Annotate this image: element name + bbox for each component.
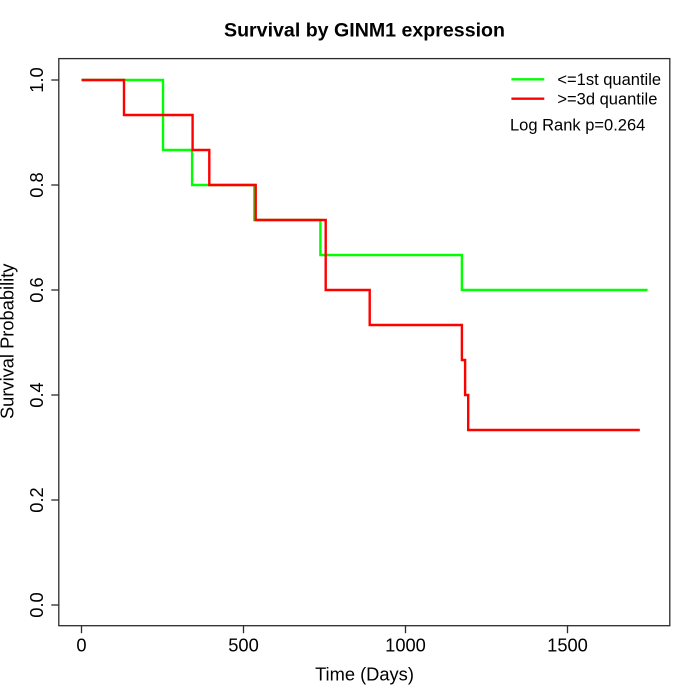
- svg-text:Time (Days): Time (Days): [315, 663, 414, 684]
- svg-text:0.8: 0.8: [26, 172, 47, 197]
- svg-text:Survival Probability: Survival Probability: [0, 263, 17, 419]
- svg-text:0.4: 0.4: [26, 382, 47, 407]
- svg-text:1.0: 1.0: [26, 67, 47, 92]
- svg-text:500: 500: [228, 635, 259, 656]
- svg-text:1500: 1500: [547, 635, 588, 656]
- svg-text:Survival by GINM1 expression: Survival by GINM1 expression: [224, 19, 505, 41]
- svg-text:>=3d quantile: >=3d quantile: [557, 91, 657, 109]
- svg-text:0.6: 0.6: [26, 277, 47, 302]
- svg-text:0: 0: [76, 635, 86, 656]
- svg-text:0.0: 0.0: [26, 592, 47, 617]
- svg-text:Log Rank p=0.264: Log Rank p=0.264: [510, 117, 645, 135]
- svg-text:1000: 1000: [385, 635, 426, 656]
- svg-text:<=1st quantile: <=1st quantile: [557, 71, 661, 89]
- svg-text:0.2: 0.2: [26, 487, 47, 512]
